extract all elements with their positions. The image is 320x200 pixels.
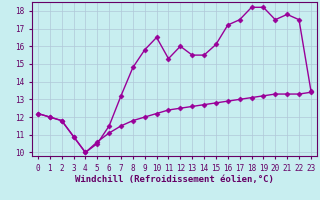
X-axis label: Windchill (Refroidissement éolien,°C): Windchill (Refroidissement éolien,°C) <box>75 175 274 184</box>
